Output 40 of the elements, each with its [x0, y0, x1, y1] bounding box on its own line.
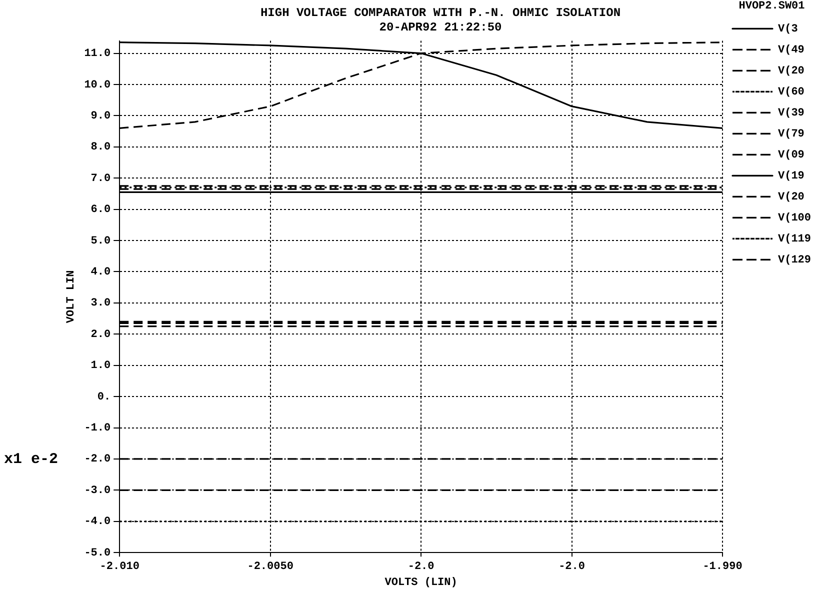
chart-title: HIGH VOLTAGE COMPARATOR WITH P.-N. OHMIC ISOLATION	[260, 6, 621, 20]
y-axis-title: VOLT LIN	[65, 270, 78, 324]
legend-label: V(119	[778, 233, 812, 246]
x-tick-label: -2.010	[100, 560, 140, 573]
x-axis-title: VOLTS (LIN)	[384, 577, 458, 590]
y-tick-label: -1.0	[84, 422, 111, 435]
x-tick-label: -2.0	[408, 560, 434, 573]
legend-title: HVOP2.SW01	[738, 0, 806, 12]
y-tick-label: 7.0	[90, 172, 111, 185]
y-tick-label: 1.0	[90, 360, 111, 372]
legend-label: V(39	[778, 107, 804, 120]
y-tick-label: 10.0	[84, 79, 111, 92]
y-tick-label: -3.0	[84, 484, 111, 497]
y-tick-label: 4.0	[90, 266, 111, 278]
y-tick-label: 8.0	[90, 142, 111, 154]
text: x1 e-2	[4, 450, 58, 468]
y-tick-label: -2.0	[84, 454, 111, 466]
legend-label: V(49	[778, 44, 804, 56]
legend-label: V(100	[778, 212, 812, 224]
y-tick-label: 3.0	[90, 298, 111, 310]
y-tick-label: 9.0	[90, 110, 111, 122]
legend-label: V(09	[778, 149, 804, 162]
y-tick-label: 2.0	[90, 328, 111, 341]
legend-label: V(79	[778, 128, 804, 140]
y-tick-label: -5.0	[84, 547, 111, 560]
y-tick-label: -4.0	[84, 516, 111, 528]
legend-label: V(129	[778, 254, 812, 266]
x-tick-label: -1.990	[702, 560, 742, 573]
chart-subtitle: 20-APR92 21:22:50	[379, 20, 502, 35]
legend-label: V(19	[778, 170, 804, 182]
x-tick-label: -2.0050	[247, 560, 294, 573]
legend-label: V(60	[778, 86, 804, 98]
y-tick-label: 11.0	[84, 48, 111, 60]
legend-label: V(20	[778, 191, 804, 204]
legend-label: V(20	[778, 65, 804, 78]
y-tick-label: 0.	[97, 391, 111, 404]
legend-label: V(3	[778, 23, 798, 36]
x-tick-label: -2.0	[558, 560, 585, 573]
y-tick-label: 6.0	[90, 204, 111, 216]
y-tick-label: 5.0	[90, 235, 111, 248]
